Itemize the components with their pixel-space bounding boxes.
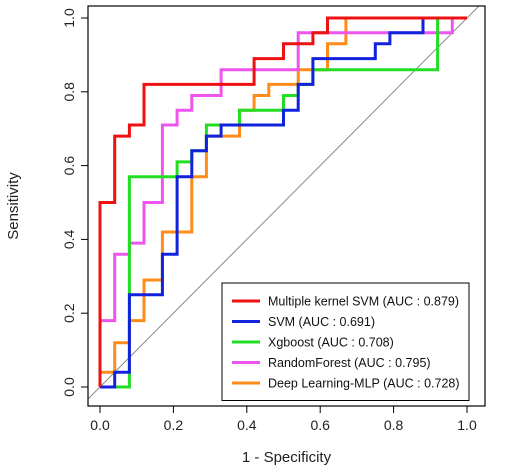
- legend-label-xgboost: Xgboost (AUC : 0.708): [268, 336, 394, 350]
- legend-label-deep-learning-mlp: Deep Learning-MLP (AUC : 0.728): [268, 377, 460, 391]
- roc-curve-xgboost: [100, 16, 467, 389]
- x-tick-label: 0.2: [164, 417, 184, 433]
- plot-frame: [87, 5, 486, 407]
- x-tick-label: 0.8: [384, 417, 404, 433]
- x-tick-label: 0.0: [90, 417, 110, 433]
- reference-diagonal-line: [88, 6, 480, 400]
- legend-label-multiple-kernel-svm: Multiple kernel SVM (AUC : 0.879): [268, 295, 459, 309]
- y-tick-label: 0.2: [61, 303, 77, 323]
- y-tick-label: 0.6: [61, 156, 77, 176]
- legend-label-randomforest: RandomForest (AUC : 0.795): [268, 356, 431, 370]
- x-tick-label: 0.4: [237, 417, 257, 433]
- x-axis-title: 1 - Specificity: [242, 449, 332, 466]
- axis-ticks: 0.0 0.2 0.4 0.6 0.8 1.0 0.0 0.2 0.4 0.6 0.8 1.0: [61, 8, 477, 433]
- legend: Multiple kernel SVM (AUC : 0.879) SVM (AU…: [221, 282, 470, 401]
- roc-curve-svm: [100, 16, 467, 389]
- legend-box: [221, 282, 470, 401]
- y-tick-label: 0.0: [61, 377, 77, 397]
- y-axis-title: Sensitivity: [5, 172, 22, 240]
- x-tick-label: 1.0: [457, 417, 477, 433]
- plot-area: [88, 6, 480, 400]
- legend-label-svm: SVM (AUC : 0.691): [268, 315, 375, 329]
- roc-curve-multiple-kernel-svm: [98, 16, 467, 387]
- y-tick-label: 1.0: [61, 8, 77, 28]
- x-tick-label: 0.6: [310, 417, 330, 433]
- y-tick-label: 0.4: [61, 229, 77, 249]
- y-tick-label: 0.8: [61, 82, 77, 102]
